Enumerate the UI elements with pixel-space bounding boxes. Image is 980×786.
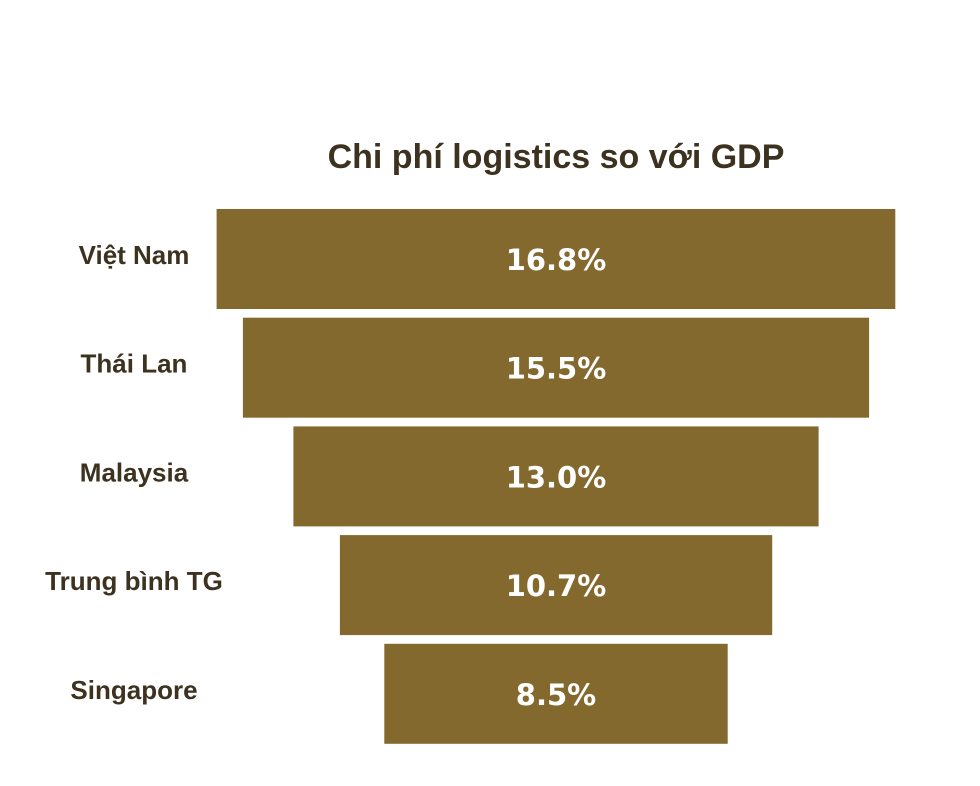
funnel-bar xyxy=(384,643,728,744)
category-label: Việt Nam xyxy=(79,240,190,270)
category-label: Singapore xyxy=(70,675,197,705)
value-label: 13.0% xyxy=(506,460,607,494)
funnel-bar xyxy=(216,209,896,309)
bars-group xyxy=(216,209,896,744)
funnel-bar xyxy=(242,317,870,418)
value-label: 16.8% xyxy=(506,243,607,277)
category-labels-group: Việt Nam Thái Lan Malaysia Trung bình TG Sin… xyxy=(45,240,223,705)
category-label: Thái Lan xyxy=(81,349,188,379)
funnel-bar xyxy=(293,426,819,527)
category-label: Malaysia xyxy=(80,457,189,487)
category-label: Trung bình TG xyxy=(45,566,223,596)
value-labels-group: 16.8% 15.5% 13.0% 10.7% 8.5% xyxy=(506,243,607,712)
funnel-bar xyxy=(339,535,773,636)
chart-title: Chi phí logistics so với GDP xyxy=(328,138,785,176)
value-label: 15.5% xyxy=(506,352,607,386)
value-label: 8.5% xyxy=(516,678,596,712)
value-label: 10.7% xyxy=(506,569,607,603)
